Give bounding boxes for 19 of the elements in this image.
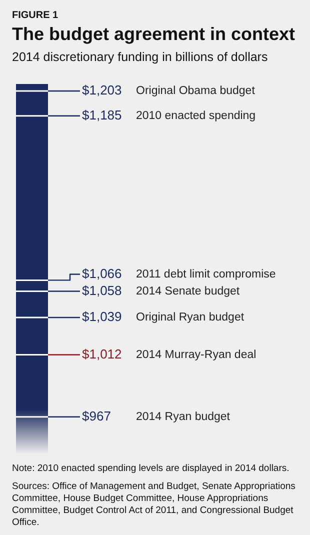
category-label: Original Ryan budget — [136, 312, 245, 324]
caption: FIGURE 1 — [12, 10, 58, 21]
data-label: $1,203 — [82, 82, 122, 98]
category-label: 2014 Murray-Ryan deal — [136, 348, 256, 361]
data-label: $1,012 — [82, 346, 122, 362]
text: Note: 2010 enacted spending levels are displayed in 2014 dollars. — [12, 463, 290, 475]
data-label: $1,058 — [82, 282, 122, 298]
text: The budget agreement in context — [12, 24, 296, 45]
text: 2014 discretionary funding in billions of dollars — [12, 50, 268, 64]
category-label: 2010 enacted spending — [136, 110, 256, 122]
category-label: Original Obama budget — [136, 85, 256, 98]
category-label: 2014 Senate budget — [136, 285, 240, 298]
data-label: $1,039 — [82, 309, 122, 324]
category-label: 2014 Ryan budget — [136, 411, 231, 424]
data-label: $967 — [82, 408, 111, 424]
data-label: $1,066 — [82, 266, 122, 281]
category-label: 2011 debt limit compromise — [136, 268, 276, 280]
source-note: Sources: Office of Management and Budget, Senate Appropriations Committee, House Budget Committee, House Appropriations Committee, Budget Control Act of 2011, and Congressional Budget Office. — [12, 481, 296, 529]
data-label: $1,185 — [82, 107, 122, 122]
